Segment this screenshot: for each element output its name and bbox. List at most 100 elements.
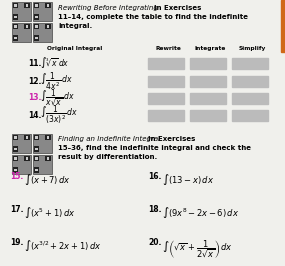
Text: $\int (9x^8-2x-6)\, dx$: $\int (9x^8-2x-6)\, dx$ (162, 205, 239, 220)
Bar (190, 93, 226, 104)
Text: $\int \left(\sqrt{x}+\dfrac{1}{2\sqrt{x}}\right)dx$: $\int \left(\sqrt{x}+\dfrac{1}{2\sqrt{x}… (162, 238, 233, 260)
Bar (190, 58, 226, 69)
FancyBboxPatch shape (34, 167, 39, 173)
FancyBboxPatch shape (26, 4, 28, 7)
Text: 14.: 14. (28, 110, 41, 119)
Text: $\int (x+7)\, dx$: $\int (x+7)\, dx$ (24, 172, 71, 187)
Text: Rewrite: Rewrite (155, 46, 181, 51)
Bar (148, 93, 184, 104)
FancyBboxPatch shape (13, 14, 18, 20)
Text: $\int (x^{3/2}+2x+1)\, dx$: $\int (x^{3/2}+2x+1)\, dx$ (24, 238, 101, 253)
Text: result by differentiation.: result by differentiation. (58, 154, 157, 160)
FancyBboxPatch shape (14, 136, 17, 139)
FancyBboxPatch shape (14, 148, 17, 150)
Bar (190, 110, 226, 121)
FancyBboxPatch shape (47, 4, 49, 7)
Text: 13.: 13. (28, 94, 41, 102)
FancyBboxPatch shape (47, 136, 49, 139)
FancyBboxPatch shape (14, 4, 17, 7)
FancyBboxPatch shape (14, 16, 17, 18)
FancyBboxPatch shape (35, 157, 38, 160)
Text: $\int (13-x)\, dx$: $\int (13-x)\, dx$ (162, 172, 214, 187)
FancyBboxPatch shape (35, 136, 38, 139)
Text: $\int \dfrac{1}{4x^2}\, dx$: $\int \dfrac{1}{4x^2}\, dx$ (40, 70, 73, 92)
Text: $\int \dfrac{1}{(3x)^2}\, dx$: $\int \dfrac{1}{(3x)^2}\, dx$ (40, 103, 78, 126)
FancyBboxPatch shape (13, 3, 18, 8)
FancyBboxPatch shape (34, 3, 39, 8)
Text: 15–36, find the indefinite integral and check the: 15–36, find the indefinite integral and … (58, 145, 251, 151)
Bar (232, 76, 268, 87)
FancyBboxPatch shape (35, 169, 38, 171)
FancyBboxPatch shape (33, 134, 52, 153)
FancyBboxPatch shape (34, 146, 39, 152)
FancyBboxPatch shape (34, 35, 39, 41)
FancyBboxPatch shape (12, 23, 31, 42)
FancyBboxPatch shape (14, 37, 17, 39)
Bar (190, 76, 226, 87)
FancyBboxPatch shape (34, 14, 39, 20)
FancyBboxPatch shape (13, 167, 18, 173)
Bar (232, 93, 268, 104)
FancyBboxPatch shape (33, 2, 52, 21)
Bar (148, 76, 184, 87)
Text: Finding an Indefinite Integral: Finding an Indefinite Integral (58, 136, 160, 142)
FancyBboxPatch shape (14, 25, 17, 28)
FancyBboxPatch shape (35, 148, 38, 150)
FancyBboxPatch shape (45, 135, 51, 140)
Text: In Exercises: In Exercises (154, 5, 201, 11)
FancyBboxPatch shape (45, 24, 51, 29)
FancyBboxPatch shape (45, 156, 51, 161)
FancyBboxPatch shape (26, 136, 28, 139)
FancyBboxPatch shape (33, 23, 52, 42)
FancyBboxPatch shape (26, 157, 28, 160)
Text: 20.: 20. (148, 238, 161, 247)
FancyBboxPatch shape (14, 157, 17, 160)
FancyBboxPatch shape (35, 4, 38, 7)
Bar (281, 0, 285, 52)
FancyBboxPatch shape (12, 155, 31, 174)
FancyBboxPatch shape (13, 135, 18, 140)
FancyBboxPatch shape (14, 169, 17, 171)
Text: In Exercises: In Exercises (148, 136, 196, 142)
Text: 19.: 19. (10, 238, 23, 247)
Bar (148, 58, 184, 69)
FancyBboxPatch shape (34, 156, 39, 161)
FancyBboxPatch shape (24, 135, 30, 140)
Text: 16.: 16. (148, 172, 161, 181)
Text: 15.: 15. (10, 172, 23, 181)
Text: $\int \sqrt[3]{x}\, dx$: $\int \sqrt[3]{x}\, dx$ (40, 56, 70, 70)
Text: 18.: 18. (148, 205, 162, 214)
Text: Original Integral: Original Integral (47, 46, 103, 51)
FancyBboxPatch shape (35, 25, 38, 28)
Text: 11.: 11. (28, 59, 41, 68)
Text: $\int \dfrac{1}{x\sqrt{x}}\, dx$: $\int \dfrac{1}{x\sqrt{x}}\, dx$ (40, 88, 75, 108)
FancyBboxPatch shape (13, 35, 18, 41)
FancyBboxPatch shape (12, 2, 31, 21)
FancyBboxPatch shape (47, 25, 49, 28)
FancyBboxPatch shape (47, 157, 49, 160)
FancyBboxPatch shape (13, 156, 18, 161)
FancyBboxPatch shape (12, 134, 31, 153)
FancyBboxPatch shape (45, 3, 51, 8)
Text: 17.: 17. (10, 205, 23, 214)
Bar (148, 110, 184, 121)
FancyBboxPatch shape (34, 135, 39, 140)
FancyBboxPatch shape (13, 146, 18, 152)
FancyBboxPatch shape (35, 37, 38, 39)
Text: 12.: 12. (28, 77, 41, 85)
FancyBboxPatch shape (24, 3, 30, 8)
Text: Simplify: Simplify (238, 46, 266, 51)
FancyBboxPatch shape (24, 24, 30, 29)
FancyBboxPatch shape (33, 155, 52, 174)
FancyBboxPatch shape (24, 156, 30, 161)
Bar (232, 110, 268, 121)
Text: Rewriting Before Integrating: Rewriting Before Integrating (58, 5, 158, 11)
FancyBboxPatch shape (34, 24, 39, 29)
FancyBboxPatch shape (13, 24, 18, 29)
Text: $\int (x^5+1)\, dx$: $\int (x^5+1)\, dx$ (24, 205, 75, 220)
Text: 11–14, complete the table to find the indefinite: 11–14, complete the table to find the in… (58, 14, 248, 20)
FancyBboxPatch shape (35, 16, 38, 18)
FancyBboxPatch shape (26, 25, 28, 28)
Text: integral.: integral. (58, 23, 92, 29)
Bar (232, 58, 268, 69)
